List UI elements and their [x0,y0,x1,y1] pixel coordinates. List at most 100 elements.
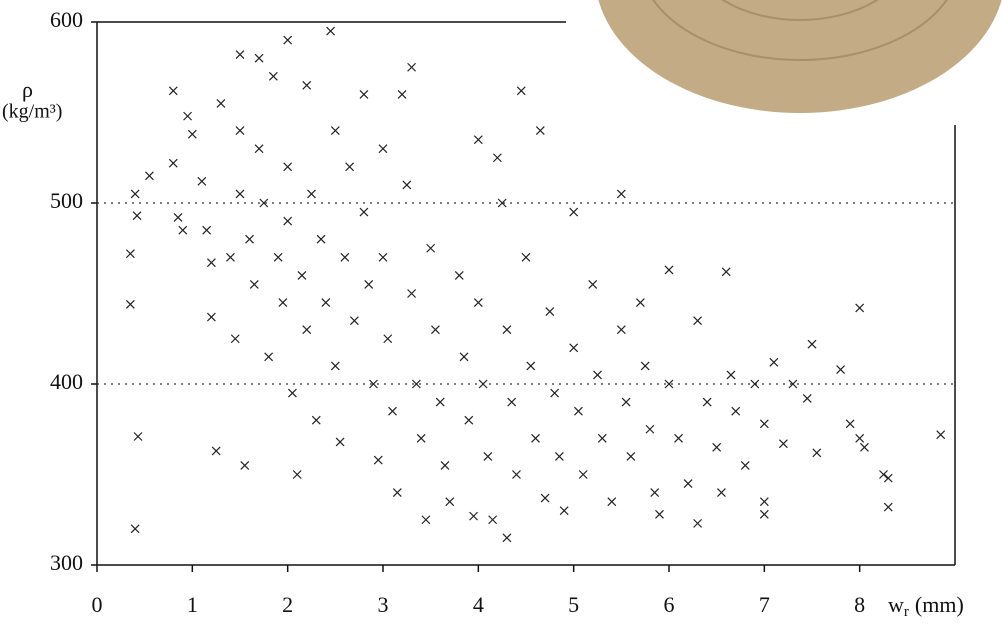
point [230,334,240,344]
point [132,211,142,221]
point-stroke [693,316,703,326]
point-stroke [721,267,731,277]
point [206,258,216,268]
point [883,473,893,483]
point [435,397,445,407]
point-stroke [125,299,135,309]
point [316,234,326,244]
point-stroke [311,415,321,425]
point-stroke [717,488,726,498]
point [516,86,526,96]
point [569,207,579,217]
point [788,379,798,389]
point [183,111,192,121]
point [283,216,293,226]
point-stroke [483,451,493,461]
point-stroke [740,461,750,470]
point-stroke [435,397,445,407]
point-stroke [645,424,655,434]
point [125,299,135,309]
point [245,234,254,244]
point-stroke [297,270,307,280]
point-stroke [731,406,741,416]
point [283,162,293,172]
point [392,488,402,498]
point-stroke [402,180,412,190]
point [307,189,316,199]
point-stroke [133,432,143,441]
point [302,325,312,335]
point-stroke [488,515,498,525]
point-stroke [759,509,769,519]
point-stroke [168,158,178,168]
point-stroke [321,298,331,307]
point-stroke [860,442,869,452]
point-stroke [726,370,736,380]
point-stroke [273,252,283,262]
x-tick-label: 1 [187,592,198,617]
point-stroke [132,211,142,221]
point-stroke [359,207,369,217]
point [459,352,469,362]
y-tick-label: 500 [50,188,83,213]
point-stroke [540,493,550,503]
point [845,419,855,429]
point-stroke [373,455,383,465]
point [378,144,388,154]
point [578,470,588,479]
point-stroke [307,189,316,199]
point-stroke [407,289,417,298]
point [717,488,726,498]
point-stroke [378,252,388,262]
point [235,126,245,136]
point-stroke [226,252,235,262]
point-stroke [569,207,579,217]
point-stroke [521,252,531,262]
point-stroke [497,198,507,208]
point [650,488,660,498]
point [445,497,455,507]
point [502,325,512,335]
point [178,225,188,235]
point-stroke [569,343,579,353]
point [645,424,655,434]
point [502,533,512,543]
point [130,189,140,199]
point-stroke [259,198,269,208]
point [535,126,545,136]
point [383,334,393,344]
point [521,252,531,262]
point [297,270,307,280]
point-stroke [202,225,212,235]
point [240,461,250,470]
point-stroke [187,129,197,139]
point [664,379,674,389]
point [545,307,555,317]
point-stroke [445,497,455,507]
point-stroke [397,89,407,99]
wood-disc [598,0,1002,113]
point [254,53,264,63]
point-stroke [788,379,798,389]
point [616,325,626,335]
point [249,280,259,289]
point [473,298,483,307]
point-stroke [769,357,779,367]
point-stroke [855,433,865,443]
point-stroke [802,394,812,403]
point [621,397,631,407]
point [259,198,269,208]
point-stroke [478,379,488,389]
point-stroke [288,388,297,398]
x-tick-label: 3 [378,592,389,617]
point-stroke [378,144,388,154]
point-stroke [235,50,245,60]
point [855,433,865,443]
point-stroke [593,370,602,380]
point-stroke [183,111,192,121]
point [559,506,569,516]
point-stroke [635,298,645,307]
point [607,497,617,507]
x-tick-label: 0 [92,592,103,617]
